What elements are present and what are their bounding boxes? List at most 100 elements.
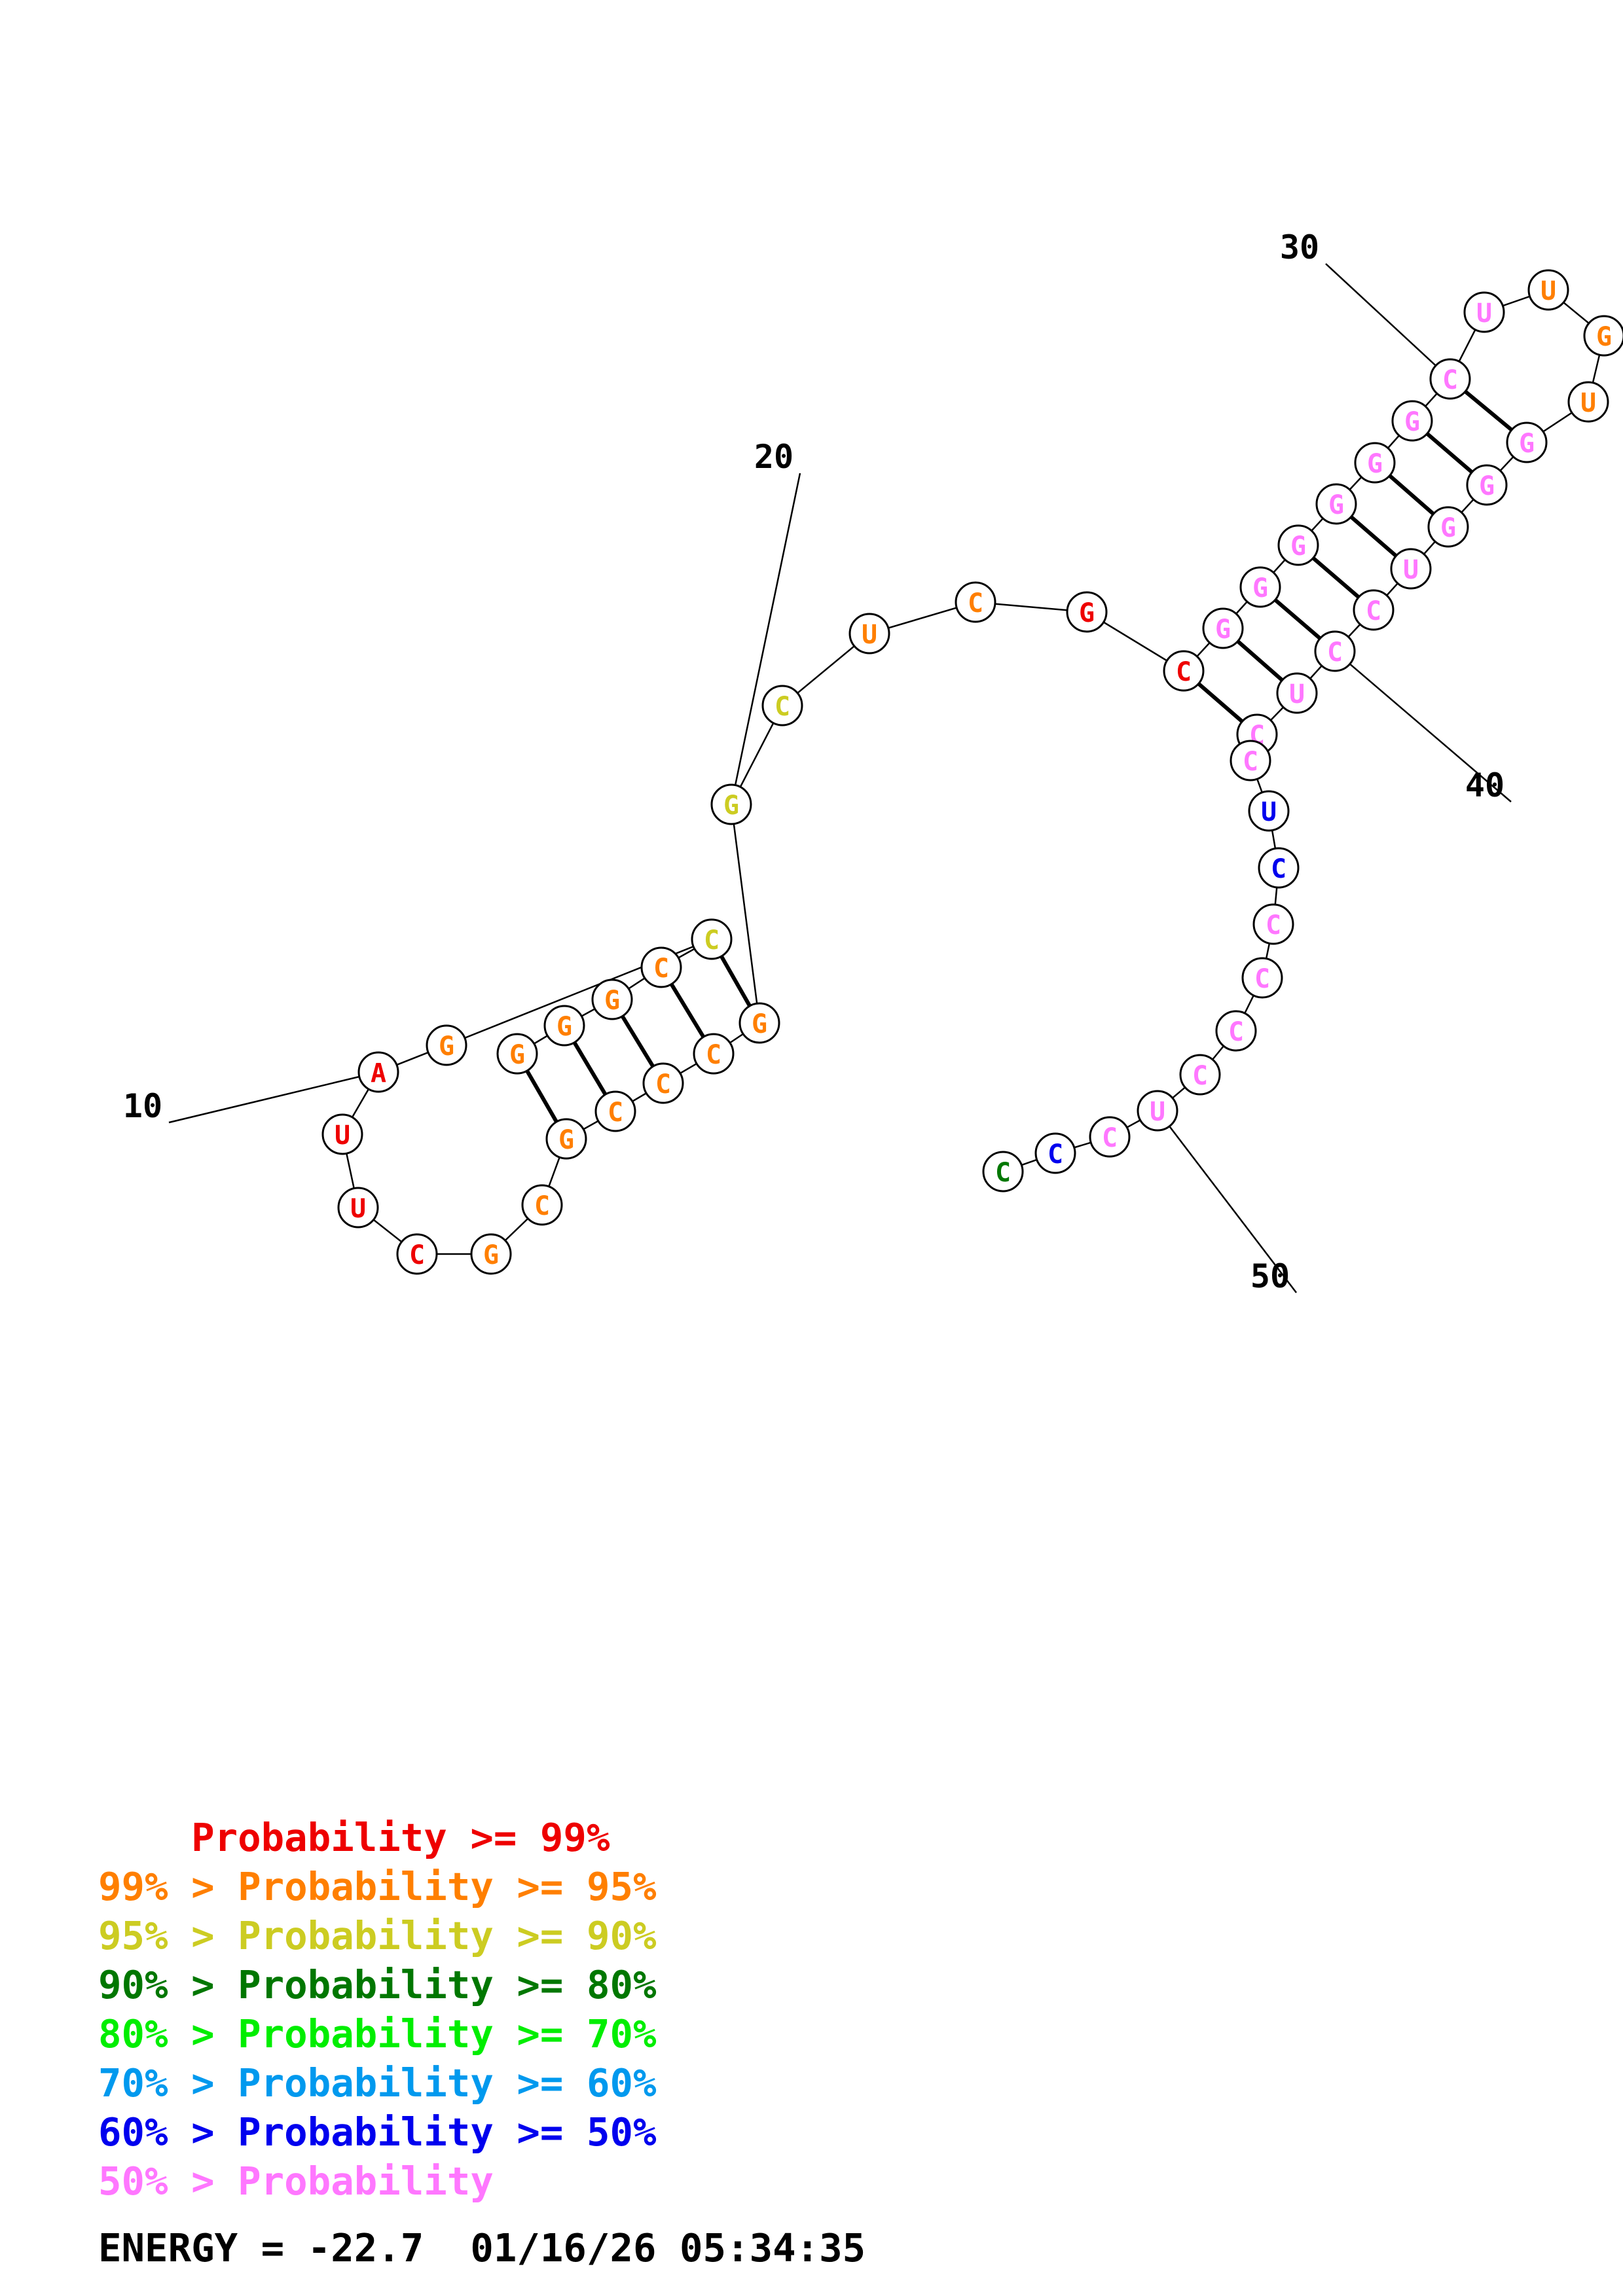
nucleotide-base: G bbox=[1519, 429, 1535, 459]
position-tick-40 bbox=[1334, 651, 1512, 802]
nucleotide-circle bbox=[1583, 315, 1623, 357]
nucleotide-base: C bbox=[653, 954, 669, 984]
nucleotide-circle bbox=[1179, 1054, 1221, 1096]
nucleotide-base: C bbox=[968, 588, 983, 619]
nucleotide-base: C bbox=[775, 692, 790, 722]
nucleotide-36: G bbox=[1466, 464, 1508, 506]
nucleotide-base: G bbox=[752, 1009, 767, 1039]
energy-value: ENERGY = -22.7 bbox=[98, 2225, 424, 2270]
nucleotide-circle bbox=[1466, 464, 1508, 506]
nucleotide-28: G bbox=[1354, 442, 1396, 484]
nucleotide-35: G bbox=[1506, 422, 1548, 463]
nucleotide-49: C bbox=[1179, 1054, 1221, 1096]
nucleotide-circle bbox=[955, 581, 996, 623]
nucleotide-5: C bbox=[691, 918, 733, 960]
nucleotide-base: U bbox=[350, 1194, 366, 1224]
nucleotide-circle bbox=[640, 946, 682, 988]
nucleotide-base: G bbox=[1215, 615, 1231, 645]
legend-text: Probability >= 60% bbox=[238, 2060, 657, 2106]
nucleotide-47: C bbox=[1241, 957, 1283, 999]
position-tick-10 bbox=[168, 1071, 379, 1124]
legend-row-3: 90% > Probability >= 80% bbox=[98, 1960, 657, 2009]
legend-text: Probability >= 70% bbox=[238, 2011, 657, 2056]
legend-text: Probability >= 90% bbox=[238, 1913, 657, 1958]
legend-text: Probability >= 50% bbox=[238, 2109, 657, 2155]
nucleotide-12: C bbox=[521, 1184, 563, 1226]
nucleotide-circle bbox=[1353, 589, 1395, 631]
nucleotide-base: G bbox=[558, 1125, 574, 1155]
nucleotide-circle bbox=[1163, 650, 1205, 692]
nucleotide-base: C bbox=[704, 925, 720, 956]
nucleotide-circle bbox=[1354, 442, 1396, 484]
legend-prefix: 99% > bbox=[98, 1864, 238, 1909]
nucleotide-13: G bbox=[545, 1118, 587, 1160]
nucleotide-37: G bbox=[1427, 506, 1469, 548]
nucleotide-base: C bbox=[608, 1098, 623, 1128]
nucleotide-circle bbox=[426, 1024, 467, 1066]
nucleotide-base: U bbox=[1476, 298, 1492, 329]
legend-prefix: 60% > bbox=[98, 2109, 238, 2155]
nucleotide-circle bbox=[1390, 548, 1432, 590]
nucleotide-circle bbox=[1258, 847, 1300, 889]
nucleotide-circle bbox=[1567, 381, 1609, 423]
nucleotide-circle bbox=[1427, 506, 1469, 548]
position-label-50: 50 bbox=[1250, 1257, 1290, 1295]
nucleotide-38: U bbox=[1390, 548, 1432, 590]
nucleotide-base: G bbox=[439, 1031, 454, 1062]
nucleotide-48: C bbox=[1215, 1010, 1257, 1052]
nucleotide-base: C bbox=[1327, 637, 1343, 668]
nucleotide-base: C bbox=[1192, 1061, 1208, 1091]
nucleotide-base: C bbox=[1102, 1123, 1118, 1153]
nucleotide-base: G bbox=[1290, 531, 1306, 562]
nucleotide-base: C bbox=[1366, 596, 1381, 626]
nucleotide-circle bbox=[496, 1033, 538, 1075]
nucleotide-circle bbox=[642, 1062, 684, 1104]
position-label-20: 20 bbox=[754, 438, 793, 476]
nucleotide-24: G bbox=[1202, 607, 1244, 649]
legend-prefix: 70% > bbox=[98, 2060, 238, 2106]
nucleotide-circle bbox=[1137, 1090, 1178, 1132]
nucleotide-17: G bbox=[739, 1002, 780, 1044]
nucleotide-44: U bbox=[1248, 790, 1290, 832]
nucleotide-base: G bbox=[1596, 322, 1612, 352]
nucleotide-circle bbox=[1241, 957, 1283, 999]
nucleotide-9: U bbox=[337, 1187, 379, 1229]
nucleotide-29: G bbox=[1391, 400, 1433, 442]
nucleotide-20: U bbox=[848, 613, 890, 655]
legend-row-4: 80% > Probability >= 70% bbox=[98, 2009, 657, 2058]
nucleotide-base: U bbox=[1541, 276, 1556, 306]
nucleotide-46: C bbox=[1252, 903, 1294, 945]
nucleotide-6: G bbox=[426, 1024, 467, 1066]
nucleotide-base: A bbox=[371, 1058, 386, 1088]
nucleotide-circle bbox=[1391, 400, 1433, 442]
footer: ENERGY = -22.7 01/16/26 05:34:35 bbox=[98, 2225, 866, 2270]
nucleotide-circle bbox=[1527, 269, 1569, 311]
nucleotide-circle bbox=[982, 1151, 1024, 1193]
legend-prefix: 50% > bbox=[98, 2159, 238, 2204]
nucleotide-base: C bbox=[995, 1158, 1011, 1188]
nucleotide-26: G bbox=[1277, 524, 1319, 566]
nucleotide-circle bbox=[396, 1233, 438, 1275]
legend-text: Probability >= 95% bbox=[238, 1864, 657, 1909]
nucleotide-circle bbox=[1314, 630, 1356, 672]
nucleotide-base: G bbox=[1479, 471, 1495, 501]
nucleotide-circle bbox=[545, 1118, 587, 1160]
nucleotide-circle bbox=[691, 918, 733, 960]
nucleotide-base: G bbox=[556, 1012, 572, 1042]
nucleotide-19: C bbox=[761, 685, 803, 726]
nucleotide-2: G bbox=[543, 1005, 585, 1047]
nucleotide-3: G bbox=[591, 978, 633, 1020]
position-labels: 10 20 30 40 50 bbox=[123, 228, 1504, 1295]
nucleotide-51: C bbox=[1089, 1116, 1131, 1158]
nucleotide-base: U bbox=[1580, 388, 1596, 418]
nucleotide-circle bbox=[739, 1002, 780, 1044]
nucleotide-39: C bbox=[1353, 589, 1395, 631]
nucleotide-base: C bbox=[1254, 964, 1270, 994]
nucleotide-circle bbox=[1248, 790, 1290, 832]
nucleotide-circle bbox=[470, 1233, 512, 1275]
nucleotide-18: G bbox=[710, 783, 752, 825]
legend-text: Probability bbox=[238, 2159, 494, 2204]
nucleotide-circle bbox=[521, 1184, 563, 1226]
nucleotide-52: C bbox=[1034, 1132, 1076, 1174]
